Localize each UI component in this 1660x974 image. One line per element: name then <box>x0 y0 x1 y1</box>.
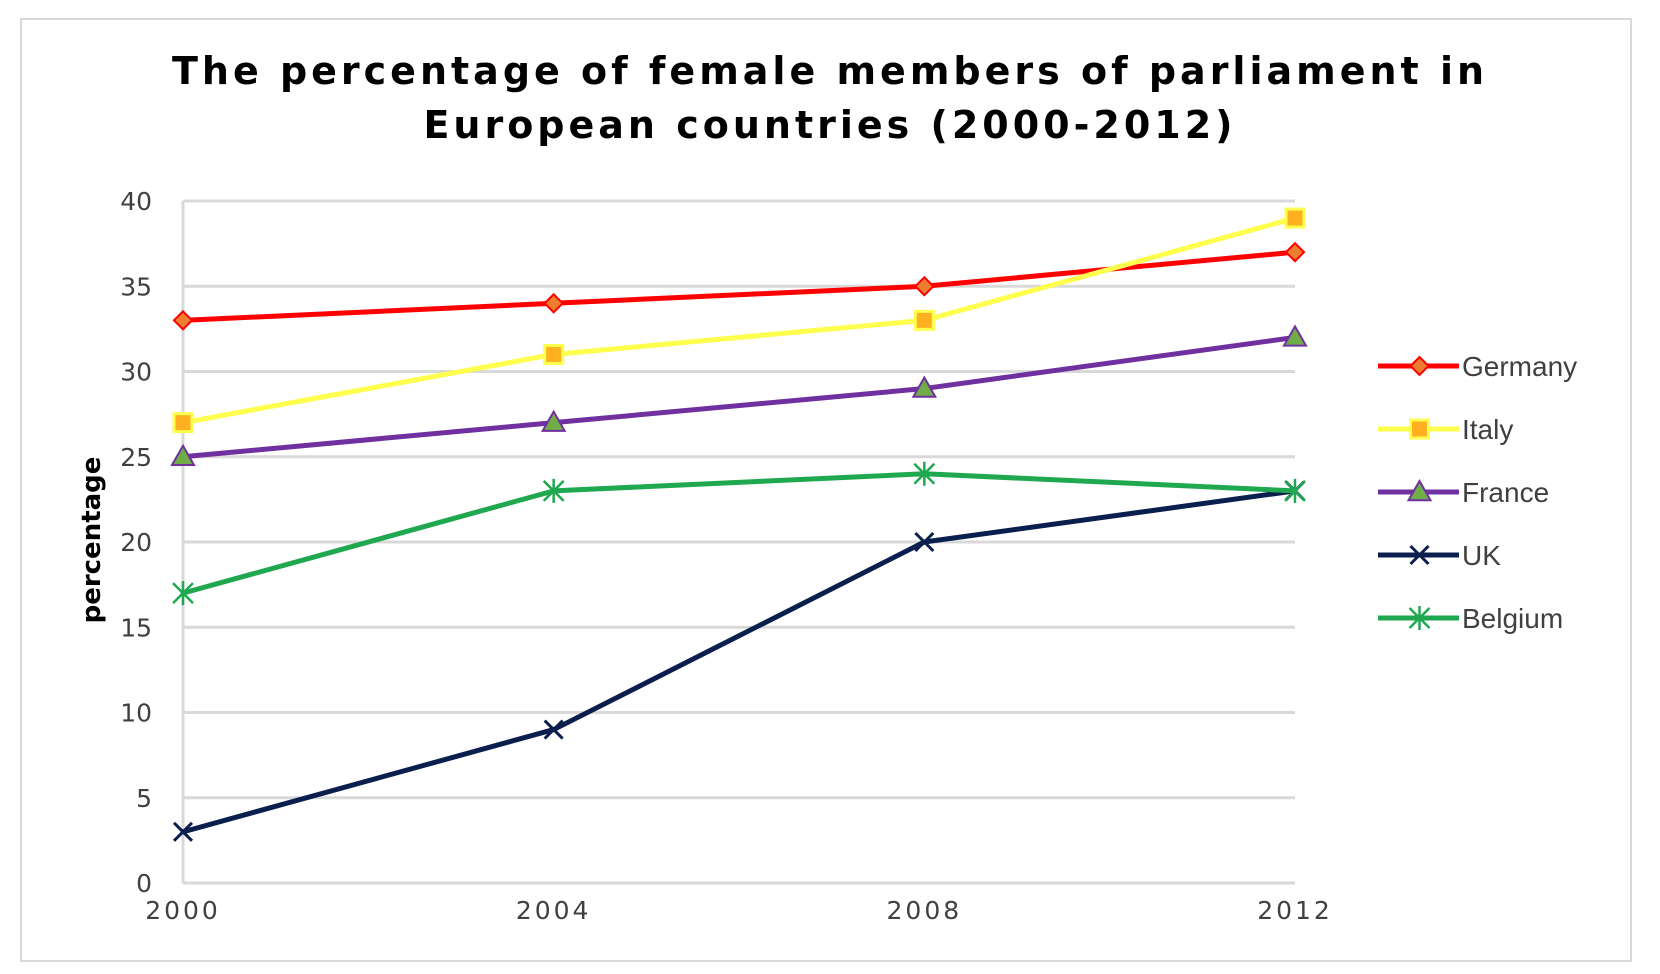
y-tick-label: 25 <box>120 443 152 472</box>
legend-item-uk: UK <box>1378 540 1501 571</box>
data-point <box>1284 241 1306 263</box>
legend-label: UK <box>1462 540 1501 571</box>
legend-item-france: France <box>1378 477 1549 508</box>
series-line <box>180 471 1298 596</box>
gridlines <box>183 199 1295 800</box>
legend-item-italy: Italy <box>1378 414 1513 445</box>
x-tick-label: 2008 <box>887 896 963 925</box>
y-tick-label: 20 <box>120 528 152 557</box>
legend-label: Belgium <box>1462 603 1563 634</box>
axes: 0 5 10 15 20 25 30 35 40 2000 2004 2008 2012 percenta… <box>77 187 1333 925</box>
data-point <box>172 821 194 842</box>
y-tick-label: 35 <box>120 272 152 301</box>
y-tick-label: 30 <box>120 358 152 387</box>
data-point <box>172 309 194 331</box>
data-point <box>1284 207 1306 229</box>
series-uk <box>172 480 1306 842</box>
chart-title-line-1: The percentage of female members of parl… <box>171 49 1489 93</box>
legend-label: Italy <box>1462 414 1513 445</box>
y-tick-label: 15 <box>120 613 152 642</box>
legend-marker <box>1409 418 1430 440</box>
legend-marker <box>1409 544 1430 566</box>
data-point <box>913 275 935 297</box>
series-lines <box>170 207 1308 842</box>
x-tick-label: 2012 <box>1257 896 1333 925</box>
data-point <box>911 375 938 398</box>
data-point <box>172 412 194 434</box>
x-tick-label: 2004 <box>516 896 592 925</box>
data-point <box>914 531 935 553</box>
legend-label: France <box>1462 477 1549 508</box>
legend-marker <box>1406 478 1433 502</box>
legend-item-belgium: Belgium <box>1378 603 1563 634</box>
data-point <box>1284 478 1306 503</box>
y-tick-label: 40 <box>120 187 152 216</box>
chart-title: The percentage of female members of parl… <box>0 44 1660 152</box>
x-tick-label: 2000 <box>145 896 221 925</box>
legend-marker <box>1408 606 1431 630</box>
data-point <box>543 292 565 314</box>
legend: Germany Italy France UK Belgium <box>1378 351 1577 634</box>
series-italy <box>172 207 1306 434</box>
y-tick-label: 0 <box>136 869 152 898</box>
series-line <box>180 334 1298 460</box>
data-point <box>543 343 565 365</box>
data-point <box>543 719 564 740</box>
data-point <box>540 409 567 432</box>
y-tick-label: 5 <box>136 784 152 813</box>
data-point <box>170 443 196 466</box>
series-belgium <box>172 461 1306 606</box>
legend-label: Germany <box>1462 351 1577 382</box>
series-france <box>170 324 1308 466</box>
chart-title-line-2: European countries (2000-2012) <box>423 103 1237 147</box>
data-point <box>172 581 194 606</box>
data-point <box>1282 324 1308 347</box>
data-point <box>913 309 935 331</box>
y-tick-label: 10 <box>120 699 152 728</box>
legend-item-germany: Germany <box>1378 351 1577 382</box>
data-point <box>542 478 565 503</box>
data-point <box>913 461 936 486</box>
legend-marker <box>1409 355 1430 377</box>
series-line <box>180 215 1298 426</box>
y-axis-title: percentage <box>77 457 107 624</box>
series-line <box>180 488 1298 835</box>
